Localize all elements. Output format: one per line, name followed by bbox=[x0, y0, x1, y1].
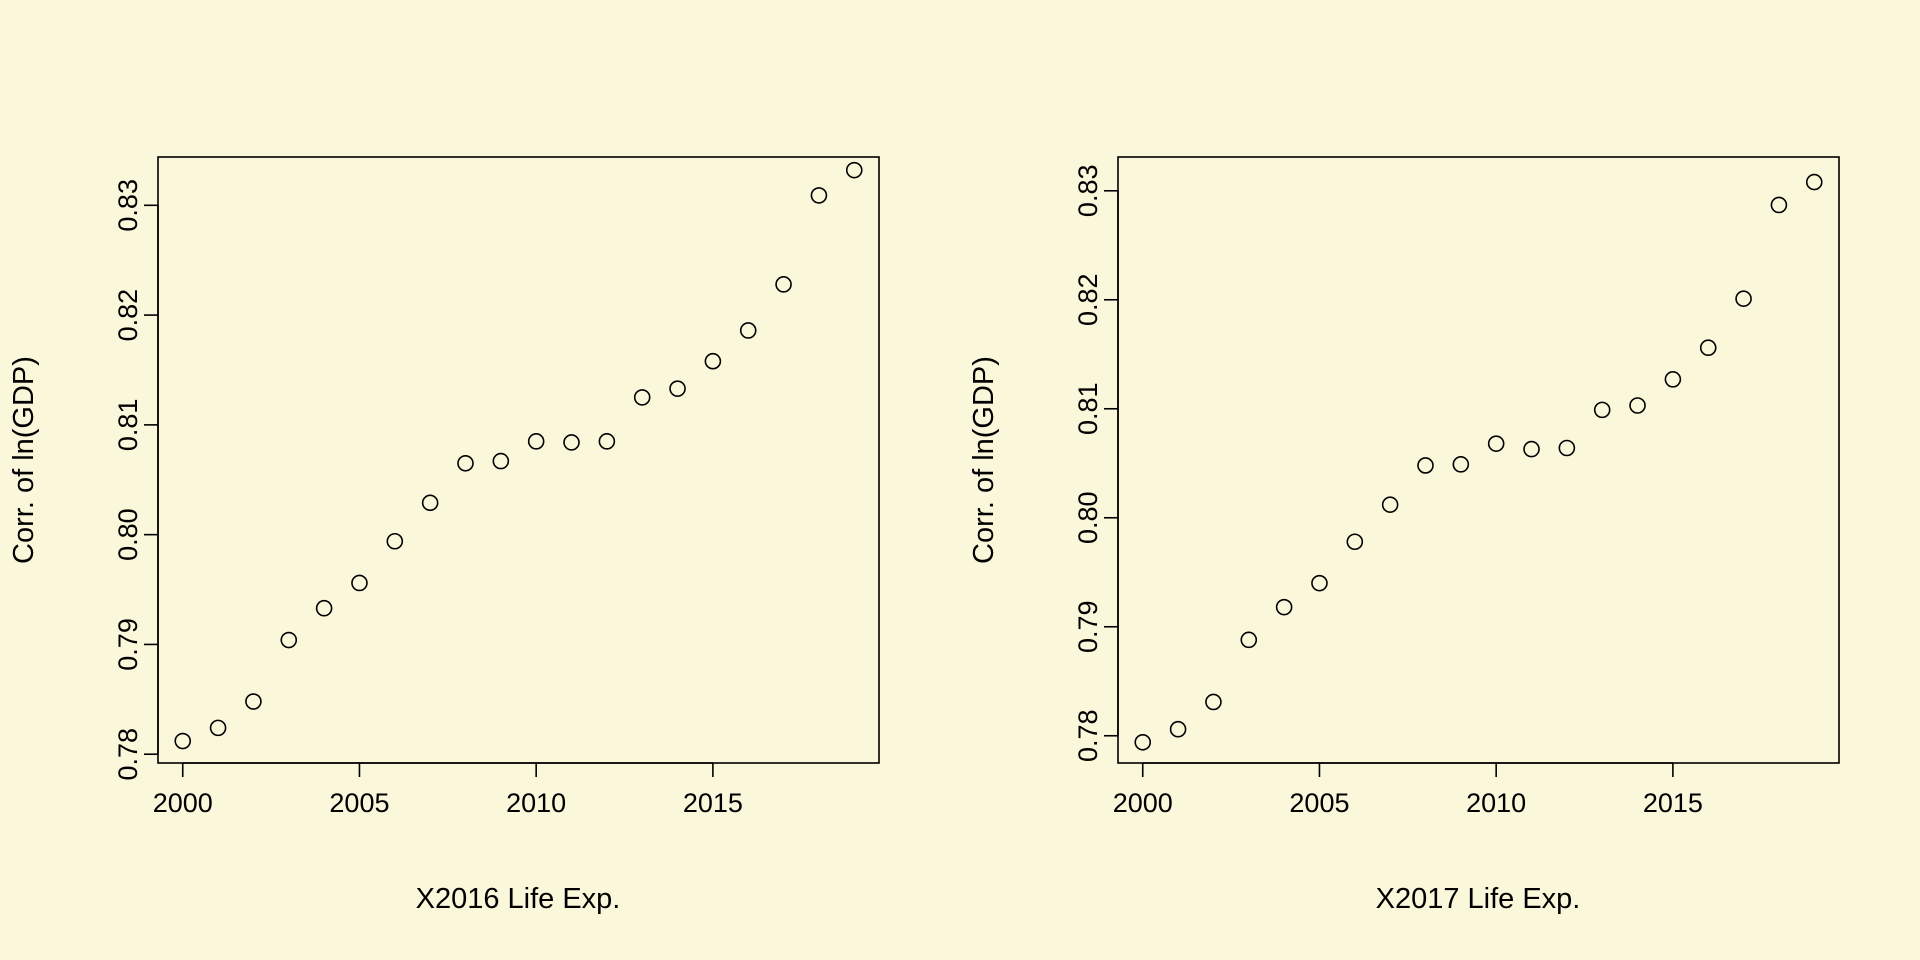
chart-2-y-tick-label: 0.81 bbox=[1073, 382, 1103, 435]
chart-2-y-axis-label: Corr. of ln(GDP) bbox=[968, 356, 1000, 564]
chart-2-y-tick-label: 0.82 bbox=[1073, 273, 1103, 326]
chart-2-x-tick-label: 2000 bbox=[1113, 788, 1173, 818]
chart-2: 2000 2005 2010 2015 0.78 0.79 0.80 0.81 0.82 0.83… bbox=[968, 156, 1840, 915]
chart-1-data-point bbox=[174, 732, 192, 750]
chart-2-data-point bbox=[1169, 720, 1187, 738]
chart-2-data-point bbox=[1629, 397, 1646, 414]
chart-1-x-axis-label: X2016 Life Exp. bbox=[416, 883, 621, 915]
chart-1-x-tick-label: 2015 bbox=[683, 788, 743, 818]
chart-1-data-point bbox=[845, 161, 863, 179]
chart-2-data-point bbox=[1311, 574, 1328, 592]
chart-1-y-tick-label: 0.81 bbox=[113, 399, 143, 452]
chart-2-y-tick-label: 0.78 bbox=[1073, 709, 1103, 762]
chart-1-x-tick-label: 2005 bbox=[329, 788, 389, 818]
chart-1-data-point bbox=[669, 380, 686, 397]
chart-1-data-point bbox=[280, 631, 298, 649]
chart-2-data-point bbox=[1699, 339, 1717, 357]
chart-2-data-point bbox=[1134, 733, 1152, 751]
chart-1-data-point bbox=[563, 434, 580, 451]
chart-2-data-point bbox=[1770, 196, 1788, 214]
chart-2-data-point bbox=[1240, 631, 1258, 649]
chart-2-y-tick-label: 0.80 bbox=[1073, 491, 1103, 544]
chart-2-data-point bbox=[1805, 173, 1823, 191]
chart-1-y-tick-label: 0.83 bbox=[113, 179, 143, 232]
chart-2-data-point bbox=[1487, 435, 1505, 452]
chart-1: 2000 2005 2010 2015 0.78 0.79 0.80 0.81 0.82 0.83… bbox=[8, 156, 880, 915]
chart-2-y-tick-label: 0.83 bbox=[1073, 165, 1103, 218]
chart-2-data-point bbox=[1205, 693, 1222, 711]
chart-1-y-tick-label: 0.79 bbox=[113, 618, 143, 671]
chart-1-data-point bbox=[351, 574, 368, 592]
chart-1-data-point bbox=[245, 693, 262, 710]
chart-1-data-point bbox=[386, 532, 404, 550]
chart-1-x-tick-label: 2010 bbox=[506, 788, 566, 818]
chart-1-data-point bbox=[421, 494, 439, 512]
chart-2-data-point bbox=[1346, 533, 1364, 551]
chart-1-data-point bbox=[739, 322, 757, 339]
chart-2-data-point bbox=[1558, 439, 1576, 457]
chart-2-data-point bbox=[1523, 440, 1540, 458]
chart-1-data-point bbox=[704, 352, 722, 370]
chart-1-plot-frame bbox=[157, 156, 880, 764]
chart-1-data-point bbox=[598, 433, 616, 450]
chart-1-y-tick-label: 0.78 bbox=[113, 728, 143, 781]
chart-2-data-point bbox=[1452, 456, 1470, 473]
chart-1-data-point bbox=[209, 719, 227, 737]
chart-1-data-point bbox=[633, 389, 651, 406]
chart-2-data-point bbox=[1275, 598, 1293, 616]
chart-2-x-tick-label: 2015 bbox=[1643, 788, 1703, 818]
chart-2-x-tick-label: 2005 bbox=[1289, 788, 1349, 818]
chart-1-x-tick-label: 2000 bbox=[153, 788, 213, 818]
chart-2-data-point bbox=[1735, 290, 1752, 307]
chart-1-data-point bbox=[775, 276, 792, 293]
chart-2-data-point bbox=[1664, 371, 1682, 388]
chart-1-data-point bbox=[315, 599, 333, 617]
chart-1-data-point bbox=[457, 454, 474, 472]
chart-2-data-point bbox=[1417, 457, 1434, 474]
chart-1-data-point bbox=[527, 433, 545, 450]
chart-2-x-tick-label: 2010 bbox=[1466, 788, 1526, 818]
chart-1-data-point bbox=[810, 187, 828, 204]
chart-1-data-point bbox=[492, 452, 510, 470]
chart-2-data-point bbox=[1381, 496, 1399, 513]
chart-2-x-axis-label: X2017 Life Exp. bbox=[1376, 883, 1581, 915]
chart-1-y-tick-label: 0.80 bbox=[113, 508, 143, 561]
chart-2-data-point bbox=[1593, 401, 1611, 419]
chart-2-plot-frame bbox=[1117, 156, 1840, 764]
chart-1-y-tick-label: 0.82 bbox=[113, 289, 143, 342]
chart-1-y-axis-label: Corr. of ln(GDP) bbox=[8, 356, 40, 564]
chart-2-y-tick-label: 0.79 bbox=[1073, 600, 1103, 653]
